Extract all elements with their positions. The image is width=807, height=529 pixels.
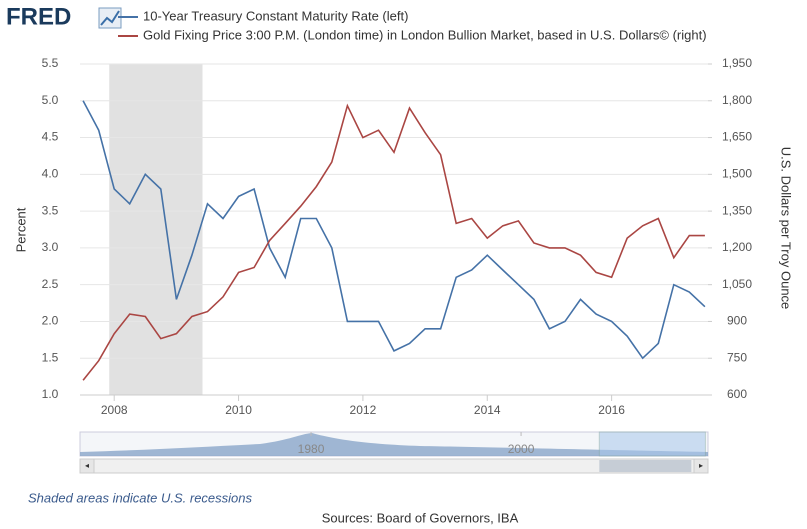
navigator-selection	[598, 431, 706, 457]
y2-tick-label: 1,800	[722, 93, 752, 107]
y-tick-label: 5.0	[42, 93, 59, 107]
navigator-tick-label: 2000	[508, 442, 535, 456]
y-tick-label: 1.5	[42, 350, 59, 364]
logo: FRED	[6, 3, 71, 30]
y-tick-label: 4.0	[42, 167, 59, 181]
y-axis-title: Percent	[13, 207, 28, 252]
y-tick-label: 4.5	[42, 130, 59, 144]
logo-icon	[98, 7, 122, 29]
svg-text:◂: ◂	[85, 461, 89, 470]
y2-tick-label: 600	[727, 387, 747, 401]
recession-band	[109, 64, 203, 395]
x-tick-label: 2010	[225, 403, 252, 417]
x-tick-label: 2008	[101, 403, 128, 417]
x-tick-label: 2014	[474, 403, 501, 417]
y-tick-label: 1.0	[42, 387, 59, 401]
y2-tick-label: 1,500	[722, 167, 752, 181]
y2-tick-label: 750	[727, 350, 747, 364]
source: Sources: Board of Governors, IBA	[322, 510, 519, 525]
navigator-tick-label: 1980	[298, 442, 325, 456]
legend-label: Gold Fixing Price 3:00 P.M. (London time…	[143, 27, 707, 42]
x-tick-label: 2012	[350, 403, 377, 417]
series-line	[82, 100, 706, 360]
legend-label: 10-Year Treasury Constant Maturity Rate …	[143, 8, 408, 23]
y-tick-label: 2.5	[42, 277, 59, 291]
y-tick-label: 3.5	[42, 203, 59, 217]
y2-tick-label: 1,350	[722, 203, 752, 217]
y2-tick-label: 900	[727, 314, 747, 328]
recession-note: Shaded areas indicate U.S. recessions	[28, 490, 253, 505]
y2-axis-title: U.S. Dollars per Troy Ounce	[779, 147, 794, 310]
svg-text:▸: ▸	[699, 461, 703, 470]
y2-tick-label: 1,050	[722, 277, 752, 291]
y2-tick-label: 1,200	[722, 240, 752, 254]
y-tick-label: 3.0	[42, 240, 59, 254]
y2-tick-label: 1,650	[722, 130, 752, 144]
scroll-thumb[interactable]	[599, 460, 692, 472]
x-tick-label: 2016	[598, 403, 625, 417]
y-tick-label: 2.0	[42, 314, 59, 328]
series-line	[82, 103, 705, 381]
y-tick-label: 5.5	[42, 56, 59, 70]
y2-tick-label: 1,950	[722, 56, 752, 70]
